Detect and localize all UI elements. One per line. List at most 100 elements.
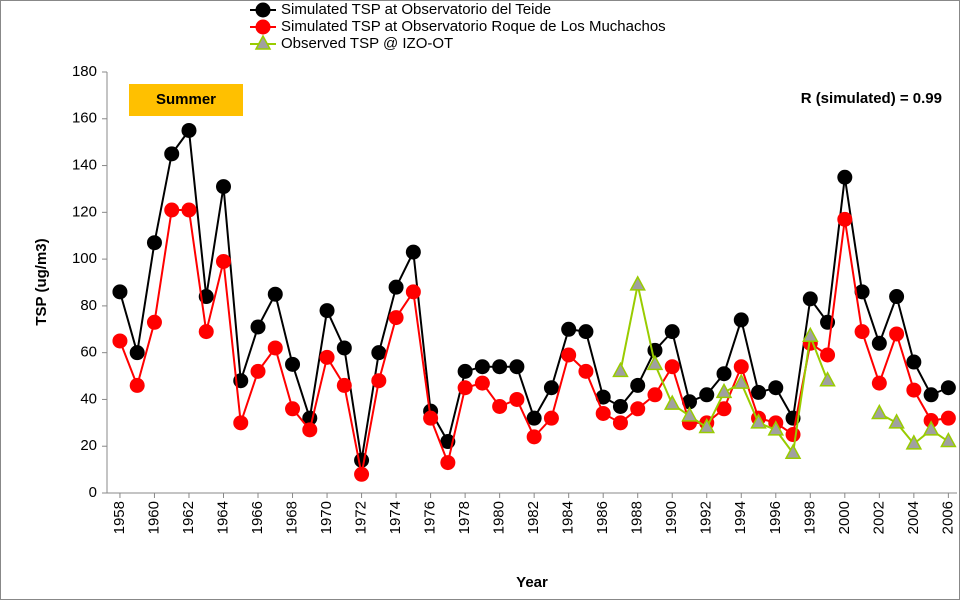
data-point (457, 363, 473, 379)
data-point (405, 284, 421, 300)
x-tick-label: 1988 (629, 501, 646, 534)
data-point (630, 377, 646, 393)
x-tick-label: 1962 (180, 501, 197, 534)
data-point (336, 340, 352, 356)
data-point (629, 275, 646, 291)
data-point (509, 359, 525, 375)
data-point (595, 389, 611, 405)
data-point (129, 345, 145, 361)
data-point (578, 363, 594, 379)
x-axis-label: Year (516, 574, 548, 591)
x-tick-label: 1960 (145, 501, 162, 534)
data-point (112, 284, 128, 300)
data-point (164, 146, 180, 162)
data-point (871, 335, 887, 351)
x-tick-label: 1994 (732, 501, 749, 534)
data-point (733, 312, 749, 328)
data-point (595, 405, 611, 421)
data-point (164, 202, 180, 218)
data-point (319, 303, 335, 319)
data-point (198, 324, 214, 340)
data-point (354, 452, 370, 468)
data-point (474, 359, 490, 375)
data-point (112, 333, 128, 349)
data-point (716, 366, 732, 382)
data-point (630, 401, 646, 417)
data-point (250, 319, 266, 335)
x-tick-label: 1972 (353, 501, 370, 534)
data-point (543, 380, 559, 396)
data-point (267, 286, 283, 302)
data-point (492, 398, 508, 414)
annotation: Summer (156, 91, 216, 108)
x-tick-label: 1970 (318, 501, 335, 534)
data-point (388, 279, 404, 295)
data-point (302, 422, 318, 438)
data-point (837, 211, 853, 227)
data-point (250, 363, 266, 379)
data-point (819, 371, 836, 387)
x-tick-label: 1986 (594, 501, 611, 534)
data-point (285, 401, 301, 417)
data-point (233, 415, 249, 431)
x-tick-label: 1978 (456, 501, 473, 534)
data-point (612, 398, 628, 414)
data-point (733, 359, 749, 375)
data-point (889, 326, 905, 342)
data-point (457, 380, 473, 396)
data-point (663, 394, 681, 410)
annotation: R (simulated) = 0.99 (801, 90, 942, 107)
data-point (837, 169, 853, 185)
data-point (767, 420, 785, 436)
data-point (388, 310, 404, 326)
data-point (129, 377, 145, 393)
data-point (440, 455, 456, 471)
x-tick-label: 1966 (249, 501, 266, 534)
data-point (784, 443, 802, 459)
data-point (561, 321, 577, 337)
x-tick-label: 1992 (698, 501, 715, 534)
data-point (922, 420, 940, 436)
data-point (371, 373, 387, 389)
y-axis-label: TSP (ug/m3) (33, 238, 50, 325)
data-point (423, 410, 439, 426)
data-point (716, 401, 732, 417)
data-point (905, 434, 923, 450)
data-point (681, 394, 697, 410)
y-tick-label: 20 (80, 437, 97, 454)
y-tick-label: 80 (80, 297, 97, 314)
data-point (802, 291, 818, 307)
y-tick-label: 100 (72, 250, 97, 267)
y-tick-label: 40 (80, 390, 97, 407)
x-tick-label: 1974 (387, 501, 404, 534)
data-point (215, 253, 231, 269)
data-point (699, 387, 715, 403)
data-point (906, 382, 922, 398)
x-tick-label: 1968 (284, 501, 301, 534)
data-point (906, 354, 922, 370)
data-point (319, 349, 335, 365)
x-tick-label: 1976 (422, 501, 439, 534)
legend-marker (255, 2, 271, 18)
data-point (526, 410, 542, 426)
data-point (509, 391, 525, 407)
data-point (336, 377, 352, 393)
x-tick-label: 2000 (836, 501, 853, 534)
legend-marker (254, 34, 272, 50)
data-point (715, 382, 733, 399)
data-point (612, 361, 629, 378)
data-point (612, 415, 628, 431)
y-tick-label: 140 (72, 157, 97, 174)
data-point (181, 122, 197, 138)
x-tick-label: 1958 (111, 501, 128, 534)
data-point (940, 410, 956, 426)
y-tick-label: 180 (72, 63, 97, 80)
data-point (923, 387, 939, 403)
data-point (492, 359, 508, 375)
x-tick-label: 1990 (663, 501, 680, 534)
y-tick-label: 120 (72, 203, 97, 220)
data-point (526, 429, 542, 445)
data-point (854, 324, 870, 340)
data-point (646, 354, 664, 371)
data-point (889, 289, 905, 305)
